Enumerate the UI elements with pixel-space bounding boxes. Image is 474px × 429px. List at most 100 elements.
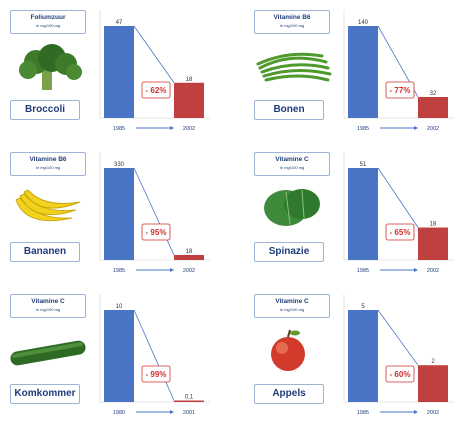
panel-bananen: Vitamine B6 In mg/100 mg Bananen 330 18 - 95%…: [0, 142, 230, 282]
year-start: 1980: [113, 410, 125, 416]
panel-broccoli: Foliumzuur In mg/100 mg Broccoli 47 18 - 62% 1…: [0, 0, 230, 140]
food-name: Bonen: [254, 100, 324, 120]
change-box: [141, 223, 171, 241]
year-start: 1985: [357, 126, 369, 132]
bar-start: [348, 168, 378, 260]
value-label-end: 32: [430, 91, 437, 97]
year-start: 1985: [357, 268, 369, 274]
chart-svg: 5 2 - 60% 1985 2002: [343, 294, 454, 416]
nutrient-unit: In mg/100 mg: [35, 165, 61, 170]
panel-komkommer: Vitamine C In mg/100 mg Komkommer 10 0,1 - 99…: [0, 284, 230, 424]
time-arrow-head: [414, 268, 418, 272]
change-label: - 60%: [390, 370, 411, 379]
apple-icon: [271, 329, 305, 371]
year-start: 1985: [113, 126, 125, 132]
year-end: 2001: [183, 410, 195, 416]
change-label: - 77%: [390, 86, 411, 95]
bar-end: [418, 227, 448, 260]
nutrient-name: Vitamine B6: [29, 156, 67, 163]
value-label-end: 0,1: [185, 395, 194, 401]
change-box: [141, 365, 171, 383]
food-name: Komkommer: [10, 384, 80, 404]
change-label: - 65%: [390, 228, 411, 237]
bar-start: [348, 310, 378, 402]
nutrient-label: Vitamine C In mg/100 mg: [10, 294, 86, 318]
chart-svg: 330 18 - 95% 1985 2002: [99, 152, 210, 274]
value-label-start: 51: [360, 162, 367, 168]
value-label-start: 10: [116, 304, 123, 310]
nutrient-unit: In mg/100 mg: [35, 23, 61, 28]
bar-end: [418, 365, 448, 402]
value-label-start: 330: [114, 162, 125, 168]
cucumber-icon: [10, 340, 86, 366]
spinach-icon: [264, 189, 320, 226]
nutrient-unit: In mg/100 mg: [279, 165, 305, 170]
trend-line: [133, 309, 175, 401]
nutrient-name: Vitamine C: [275, 156, 309, 163]
chart-svg: 51 18 - 65% 1985 2002: [343, 152, 454, 274]
nutrient-label: Vitamine C In mg/100 mg: [254, 152, 330, 176]
panel-bonen: Vitamine B6 In mg/100 mg Bonen 140 32 - 77% 19…: [244, 0, 474, 140]
trend-line: [377, 167, 419, 228]
year-end: 2002: [427, 268, 439, 274]
nutrient-label: Vitamine C In mg/100 mg: [254, 294, 330, 318]
panel-appels: Vitamine C In mg/100 mg Appels 5 2 - 60% 1985 2…: [244, 284, 474, 424]
bar-chart: 51 18 - 65% 1985 2002: [343, 152, 454, 280]
change-box: [141, 81, 171, 99]
nutrient-name: Foliumzuur: [30, 14, 66, 21]
chart-svg: 10 0,1 - 99% 1980 2001: [99, 294, 210, 416]
chart-svg: 47 18 - 62% 1985 2002: [99, 10, 210, 132]
bar-start: [104, 310, 134, 402]
change-box: [385, 81, 415, 99]
bananas-icon: [15, 189, 81, 222]
year-start: 1985: [113, 268, 125, 274]
nutrient-label: Vitamine B6 In mg/100 mg: [254, 10, 330, 34]
change-label: - 95%: [146, 228, 167, 237]
beans-icon: [256, 52, 332, 82]
year-end: 2002: [183, 126, 195, 132]
nutrient-unit: In mg/100 mg: [35, 307, 61, 312]
broccoli-icon: [19, 44, 82, 90]
value-label-start: 140: [358, 20, 369, 26]
panel-spinazie: Vitamine C In mg/100 mg Spinazie 51 18 - 65% 1…: [244, 142, 474, 282]
bar-chart: 47 18 - 62% 1985 2002: [99, 10, 210, 138]
trend-line: [133, 167, 175, 256]
nutrient-unit: In mg/100 mg: [279, 23, 305, 28]
trend-line: [133, 25, 175, 83]
year-end: 2002: [183, 268, 195, 274]
change-box: [385, 365, 415, 383]
value-label-end: 2: [431, 359, 435, 365]
time-arrow-head: [170, 268, 174, 272]
bar-chart: 330 18 - 95% 1985 2002: [99, 152, 210, 280]
trend-line: [377, 309, 419, 366]
value-label-end: 18: [186, 249, 193, 255]
food-name: Broccoli: [10, 100, 80, 120]
nutrient-name: Vitamine C: [31, 298, 65, 305]
bar-end: [174, 400, 204, 402]
bar-end: [418, 96, 448, 118]
nutrient-label: Vitamine B6 In mg/100 mg: [10, 152, 86, 176]
bar-chart: 140 32 - 77% 1985 2002: [343, 10, 454, 138]
bar-end: [174, 82, 204, 118]
nutrient-unit: In mg/100 mg: [279, 307, 305, 312]
bar-start: [104, 26, 134, 118]
change-box: [385, 223, 415, 241]
change-label: - 62%: [146, 86, 167, 95]
time-arrow-head: [170, 126, 174, 130]
food-name: Appels: [254, 384, 324, 404]
bar-start: [104, 168, 134, 260]
time-arrow-head: [170, 410, 174, 414]
food-name: Spinazie: [254, 242, 324, 262]
food-name: Bananen: [10, 242, 80, 262]
year-start: 1985: [357, 410, 369, 416]
year-end: 2002: [427, 410, 439, 416]
bar-chart: 10 0,1 - 99% 1980 2001: [99, 294, 210, 422]
bar-end: [174, 254, 204, 260]
nutrient-label: Foliumzuur In mg/100 mg: [10, 10, 86, 34]
nutrient-name: Vitamine B6: [273, 14, 311, 21]
time-arrow-head: [414, 126, 418, 130]
year-end: 2002: [427, 126, 439, 132]
nutrient-name: Vitamine C: [275, 298, 309, 305]
time-arrow-head: [414, 410, 418, 414]
value-label-start: 5: [361, 304, 365, 310]
